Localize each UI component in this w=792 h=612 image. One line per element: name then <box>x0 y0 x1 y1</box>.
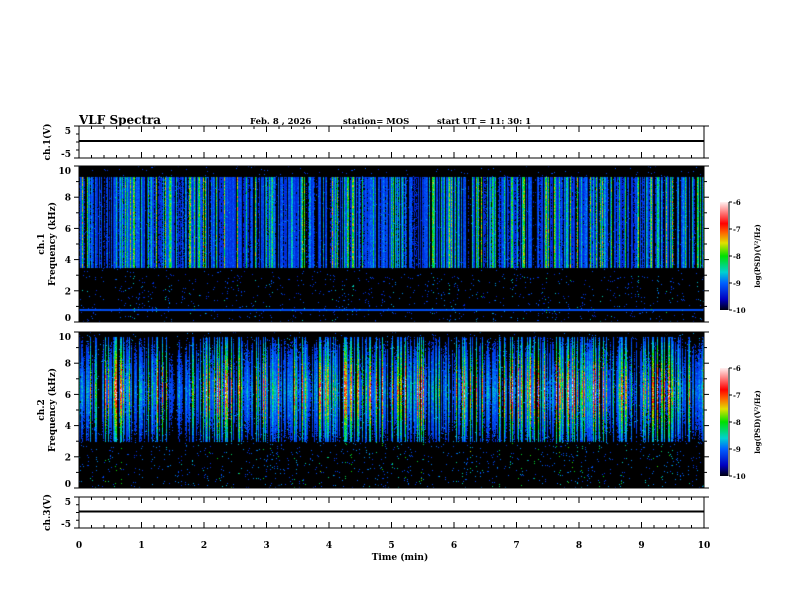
colorbar-tick-label: -6 <box>733 364 741 373</box>
y-tick-label: 10 <box>58 333 71 343</box>
ch1-spectrogram-frame <box>78 165 705 323</box>
colorbar-tick-label: -10 <box>733 306 746 315</box>
colorbar <box>720 202 728 310</box>
y-tick-label: 4 <box>65 422 71 432</box>
colorbar-label: log(PSD)(V²/Hz) <box>753 224 762 288</box>
colorbar-tick-label: -7 <box>733 391 741 400</box>
y-tick-label: 4 <box>65 256 71 266</box>
start-time-label: start UT = 11: 30: 1 <box>437 117 531 127</box>
y-axis-label: ch.1(V) <box>42 124 53 161</box>
colorbar-tick-label: -8 <box>733 418 741 427</box>
colorbar-tick-label: -9 <box>733 279 741 288</box>
y-tick-label: 5 <box>65 127 71 137</box>
y-tick-label: 8 <box>65 360 71 370</box>
y-tick-label: 5 <box>65 498 71 508</box>
y-tick-label: 0 <box>65 314 71 324</box>
colorbar-tick-label: -9 <box>733 445 741 454</box>
y-tick-label: 8 <box>65 194 71 204</box>
y-tick-label: -5 <box>61 150 71 160</box>
x-tick-label: 1 <box>138 541 144 551</box>
y-tick-label: 0 <box>65 480 71 490</box>
y-tick-label: 2 <box>65 453 71 463</box>
x-tick-label: 10 <box>698 541 711 551</box>
colorbar-tick-label: -7 <box>733 225 741 234</box>
colorbar-tick-label: -10 <box>733 472 746 481</box>
date-label: Feb. 8 , 2026 <box>250 117 311 127</box>
x-axis-label: Time (min) <box>372 552 429 563</box>
figure-title: VLF Spectra <box>78 113 161 127</box>
x-tick-label: 3 <box>263 541 269 551</box>
y-tick-label: 10 <box>58 167 71 177</box>
x-tick-label: 9 <box>638 541 644 551</box>
x-tick-label: 6 <box>451 541 457 551</box>
colorbar-tick-label: -8 <box>733 252 741 261</box>
colorbar <box>720 368 728 476</box>
y-tick-label: 6 <box>65 391 71 401</box>
colorbar-label: log(PSD)(V²/Hz) <box>753 390 762 454</box>
station-label: station= MOS <box>343 117 409 127</box>
ch2-spectrogram-frame <box>78 331 705 489</box>
y-axis-label: ch.3(V) <box>42 494 53 531</box>
x-tick-label: 8 <box>576 541 582 551</box>
x-tick-label: 4 <box>326 541 332 551</box>
y-tick-label: -5 <box>61 520 71 530</box>
y-axis-label: ch.2Frequency (kHz) <box>37 368 58 452</box>
y-tick-label: 2 <box>65 287 71 297</box>
ch1-spectrogram-image <box>79 166 704 322</box>
x-tick-label: 5 <box>388 541 394 551</box>
ch2-spectrogram-image <box>79 332 704 488</box>
y-axis-label: ch.1Frequency (kHz) <box>37 202 58 286</box>
colorbar-tick-label: -6 <box>733 198 741 207</box>
x-tick-label: 7 <box>513 541 519 551</box>
y-tick-label: 6 <box>65 225 71 235</box>
x-tick-label: 0 <box>76 541 82 551</box>
x-tick-label: 2 <box>201 541 207 551</box>
